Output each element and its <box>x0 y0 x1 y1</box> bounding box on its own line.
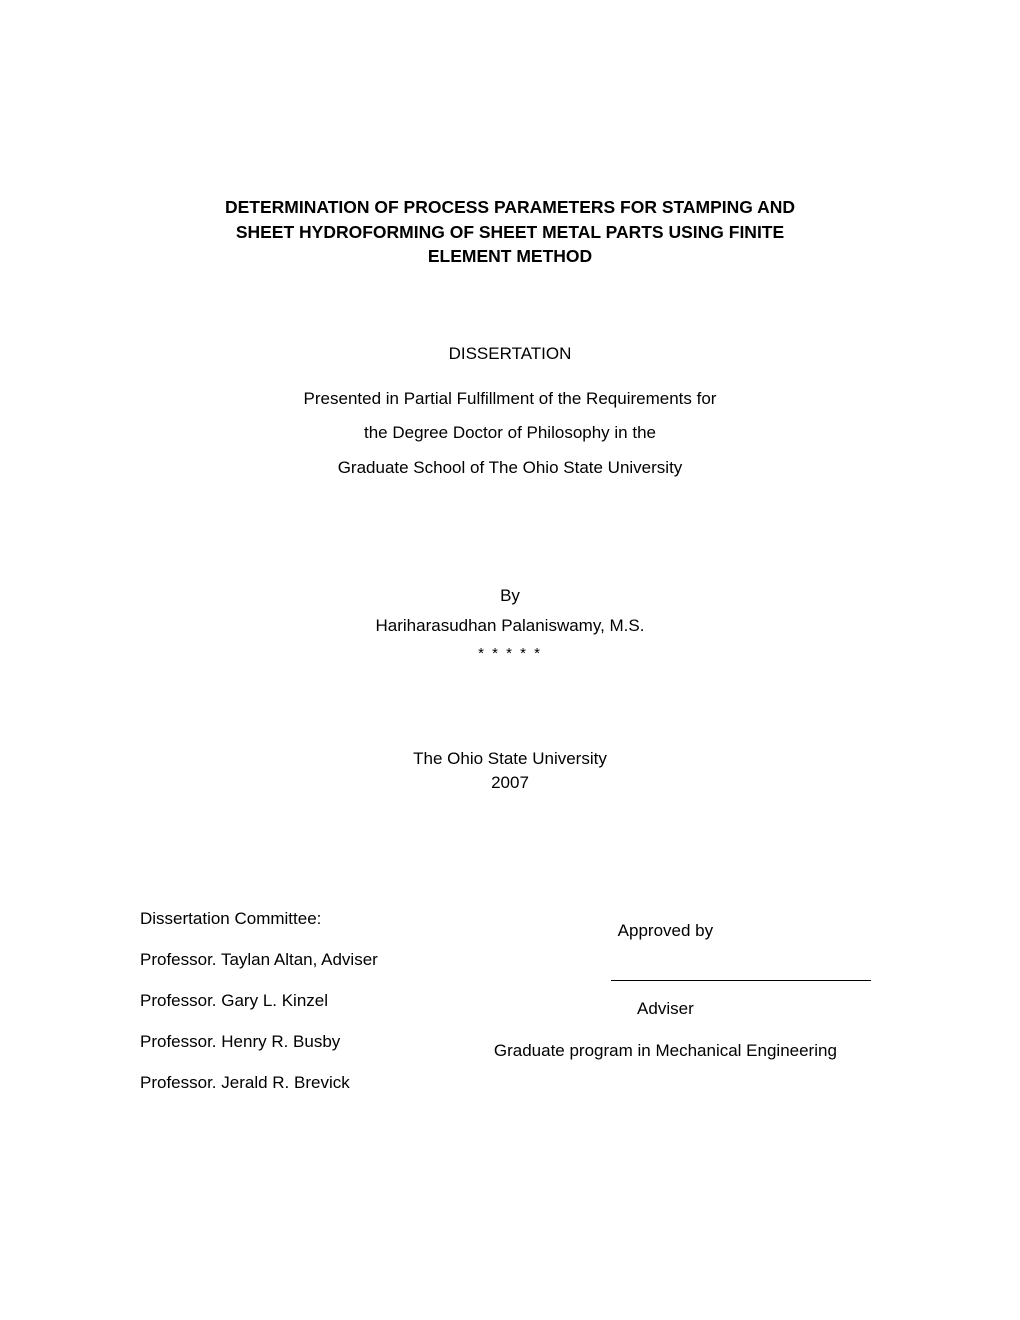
committee-member: Professor. Henry R. Busby <box>140 1022 451 1063</box>
dissertation-title: DETERMINATION OF PROCESS PARAMETERS FOR … <box>140 195 880 269</box>
committee-member: Professor. Gary L. Kinzel <box>140 981 451 1022</box>
university-name: The Ohio State University <box>140 747 880 771</box>
page-container: DETERMINATION OF PROCESS PARAMETERS FOR … <box>0 0 1020 1103</box>
presented-block: Presented in Partial Fulfillment of the … <box>140 382 880 487</box>
document-type: DISSERTATION <box>140 344 880 364</box>
presented-line-2: the Degree Doctor of Philosophy in the <box>140 416 880 451</box>
bottom-section: Dissertation Committee: Professor. Tayla… <box>140 899 880 1103</box>
presented-line-1: Presented in Partial Fulfillment of the … <box>140 382 880 417</box>
author-block: By Hariharasudhan Palaniswamy, M.S. * * … <box>140 581 880 667</box>
presented-line-3: Graduate School of The Ohio State Univer… <box>140 451 880 486</box>
title-line-3: ELEMENT METHOD <box>140 244 880 269</box>
signature-line <box>611 961 871 981</box>
by-label: By <box>140 581 880 611</box>
title-line-2: SHEET HYDROFORMING OF SHEET METAL PARTS … <box>140 220 880 245</box>
approval-column: Approved by Adviser Graduate program in … <box>451 899 880 1103</box>
committee-member: Professor. Taylan Altan, Adviser <box>140 940 451 981</box>
committee-member: Professor. Jerald R. Brevick <box>140 1063 451 1104</box>
university-block: The Ohio State University 2007 <box>140 747 880 795</box>
stars-separator: * * * * * <box>140 641 880 667</box>
year: 2007 <box>140 771 880 795</box>
adviser-label: Adviser <box>451 999 880 1019</box>
committee-column: Dissertation Committee: Professor. Tayla… <box>140 899 451 1103</box>
graduate-program: Graduate program in Mechanical Engineeri… <box>451 1041 880 1061</box>
author-name: Hariharasudhan Palaniswamy, M.S. <box>140 611 880 641</box>
approved-by-label: Approved by <box>451 921 880 941</box>
title-line-1: DETERMINATION OF PROCESS PARAMETERS FOR … <box>140 195 880 220</box>
committee-heading: Dissertation Committee: <box>140 899 451 940</box>
